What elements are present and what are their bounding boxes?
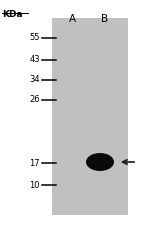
Text: 26: 26 — [29, 95, 40, 104]
Text: 55: 55 — [30, 33, 40, 43]
Text: 10: 10 — [30, 180, 40, 189]
Bar — [52, 18, 128, 215]
Text: 43: 43 — [29, 55, 40, 64]
Text: B: B — [101, 14, 109, 24]
Text: 17: 17 — [29, 158, 40, 167]
Ellipse shape — [86, 153, 114, 171]
Text: A: A — [68, 14, 76, 24]
Text: 34: 34 — [29, 76, 40, 85]
Text: KDa: KDa — [2, 10, 23, 19]
